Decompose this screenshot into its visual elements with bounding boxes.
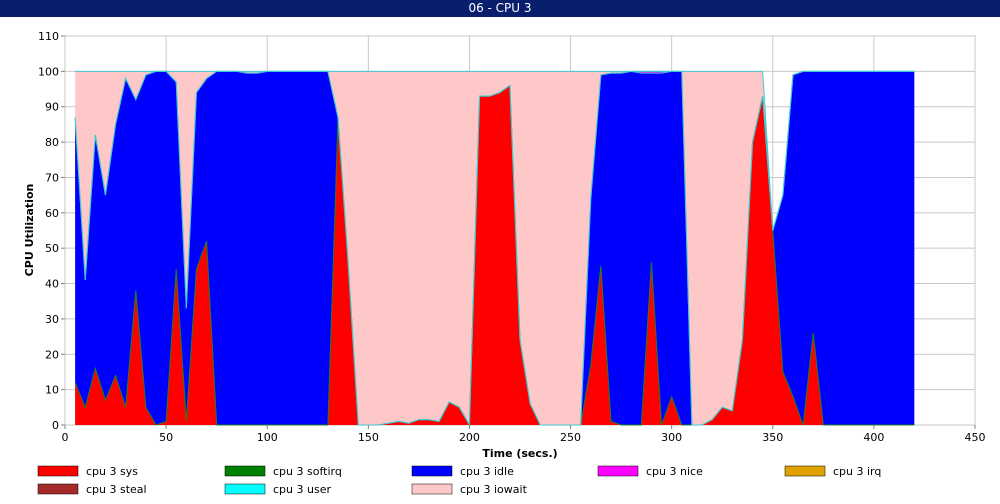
stacked-areas [74, 70, 915, 427]
legend-swatch-cpu-3-steal [37, 483, 79, 495]
x-tick-label: 0 [62, 431, 69, 444]
legend-label-cpu-3-steal: cpu 3 steal [86, 483, 147, 496]
legend-label-cpu-3-iowait: cpu 3 iowait [460, 483, 528, 496]
legend-label-cpu-3-user: cpu 3 user [273, 483, 331, 496]
y-axis-title: CPU Utilization [23, 184, 36, 277]
window-title-bar: 06 - CPU 3 [0, 0, 1000, 17]
legend-label-cpu-3-nice: cpu 3 nice [646, 465, 703, 478]
cpu-utilization-chart: 0 10 20 30 40 50 60 70 80 90 100 110 0 50 100 150 200 250… [23, 30, 986, 496]
y-tick-label: 20 [45, 348, 59, 361]
y-tick-label: 100 [38, 65, 59, 78]
y-tick-label: 80 [45, 136, 59, 149]
legend-swatch-cpu-3-irq [784, 465, 826, 477]
y-tick-label: 30 [45, 313, 59, 326]
y-tick-label: 60 [45, 207, 59, 220]
x-tick-label: 350 [762, 431, 783, 444]
y-tick-label: 10 [45, 384, 59, 397]
legend-swatch-cpu-3-user [224, 483, 266, 495]
y-tick-label: 90 [45, 101, 59, 114]
x-tick-label: 450 [965, 431, 986, 444]
x-tick-label: 250 [560, 431, 581, 444]
axis-ticks: 0 10 20 30 40 50 60 70 80 90 100 110 0 50 100 150 200 250… [38, 30, 986, 444]
x-tick-label: 400 [863, 431, 884, 444]
window-title: 06 - CPU 3 [468, 1, 532, 15]
x-axis-title: Time (secs.) [482, 447, 557, 460]
legend-label-cpu-3-idle: cpu 3 idle [460, 465, 514, 478]
legend-swatch-cpu-3-sys [37, 465, 79, 477]
legend: cpu 3 sys cpu 3 softirq cpu 3 idle cpu 3 ni… [37, 465, 881, 496]
legend-swatch-cpu-3-nice [597, 465, 639, 477]
y-tick-label: 40 [45, 278, 59, 291]
legend-swatch-cpu-3-idle [411, 465, 453, 477]
legend-label-cpu-3-irq: cpu 3 irq [833, 465, 881, 478]
legend-swatch-cpu-3-softirq [224, 465, 266, 477]
x-tick-label: 50 [159, 431, 173, 444]
area-cpu-3-idle [75, 71, 915, 426]
y-tick-label: 70 [45, 171, 59, 184]
y-tick-label: 50 [45, 242, 59, 255]
legend-label-cpu-3-softirq: cpu 3 softirq [273, 465, 342, 478]
x-tick-label: 150 [358, 431, 379, 444]
legend-label-cpu-3-sys: cpu 3 sys [86, 465, 138, 478]
x-tick-label: 300 [661, 431, 682, 444]
area-cpu-3-iowait [75, 71, 915, 426]
x-tick-label: 200 [459, 431, 480, 444]
legend-swatch-cpu-3-iowait [411, 483, 453, 495]
line-cpu-3-iowait [75, 70, 915, 231]
y-tick-label: 110 [38, 30, 59, 43]
y-tick-label: 0 [52, 419, 59, 432]
x-tick-label: 100 [257, 431, 278, 444]
area-cpu-3-sys [75, 85, 915, 425]
